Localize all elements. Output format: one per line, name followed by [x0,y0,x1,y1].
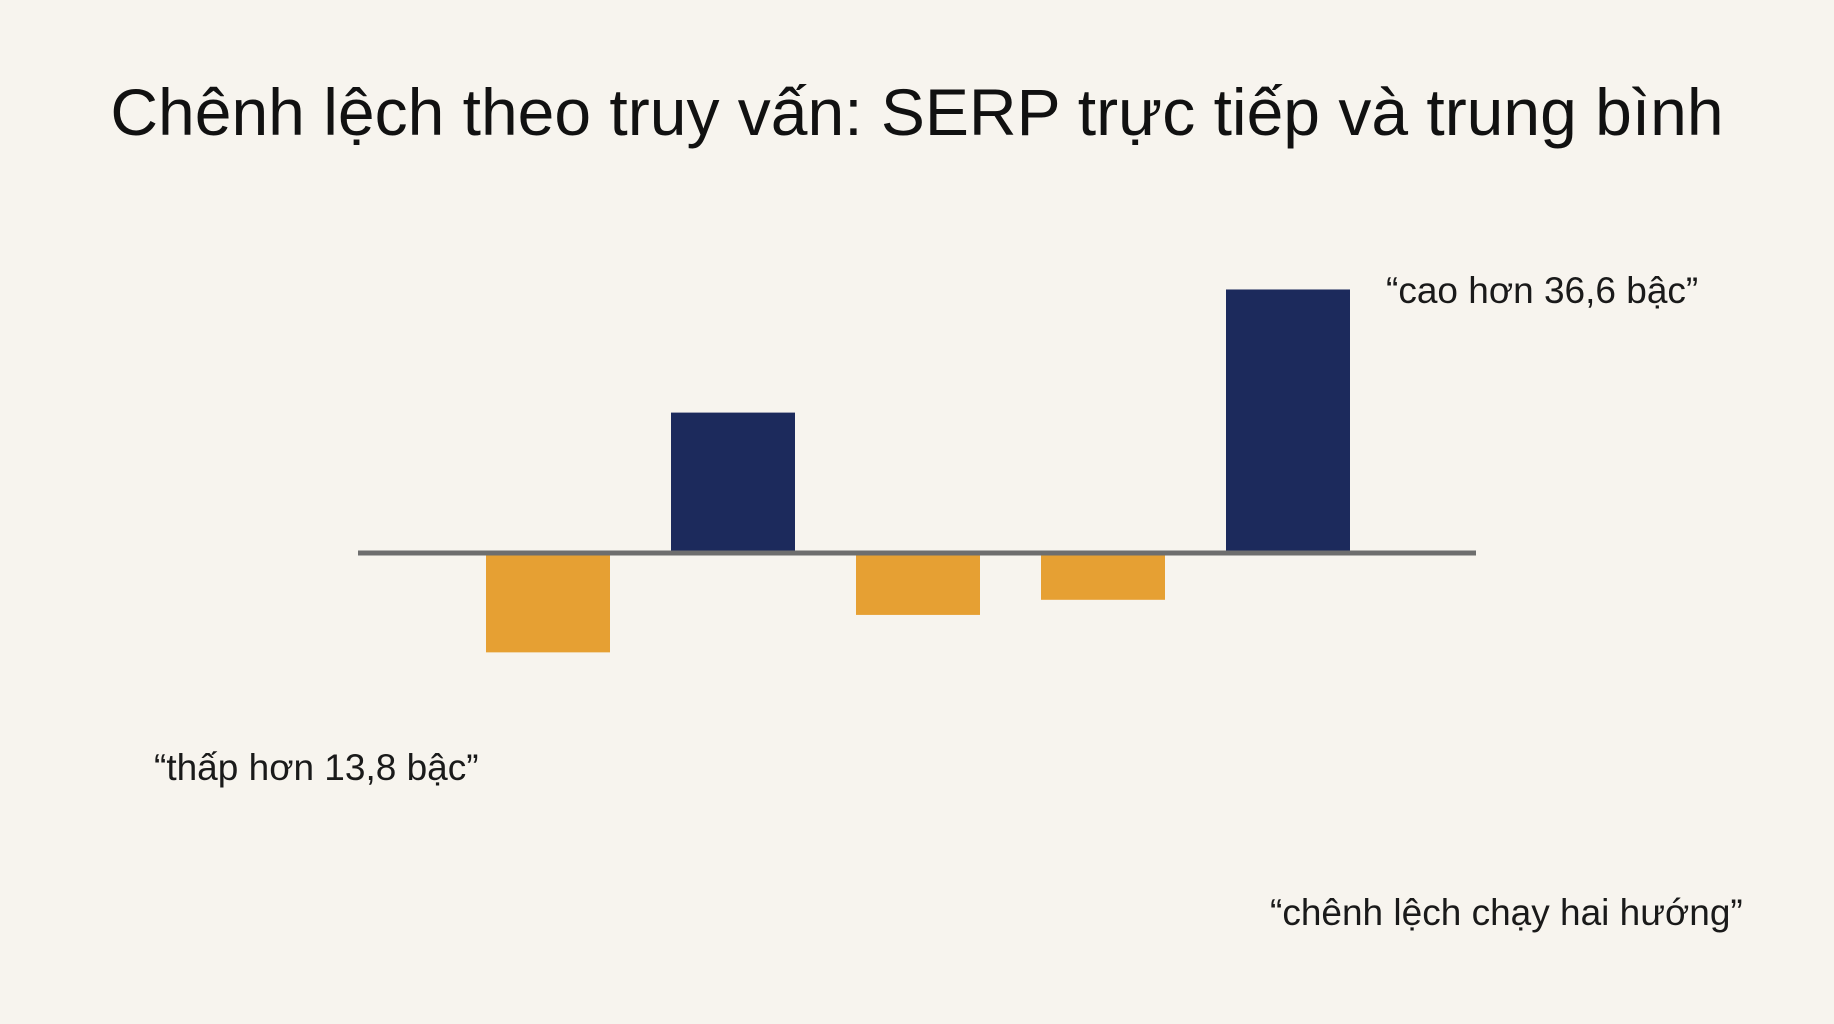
bar-4 [1041,553,1165,600]
annotation-both-directions: “chênh lệch chạy hai hướng” [1270,892,1743,933]
bar-2 [671,412,795,553]
bars-group [486,289,1350,653]
chart-title: Chênh lệch theo truy vấn: SERP trực tiếp… [110,75,1724,149]
bar-1 [486,553,610,653]
bar-5 [1226,289,1350,553]
annotation-high: “cao hơn 36,6 bậc” [1386,270,1699,311]
annotation-low: “thấp hơn 13,8 bậc” [154,747,479,788]
bar-3 [856,553,980,615]
